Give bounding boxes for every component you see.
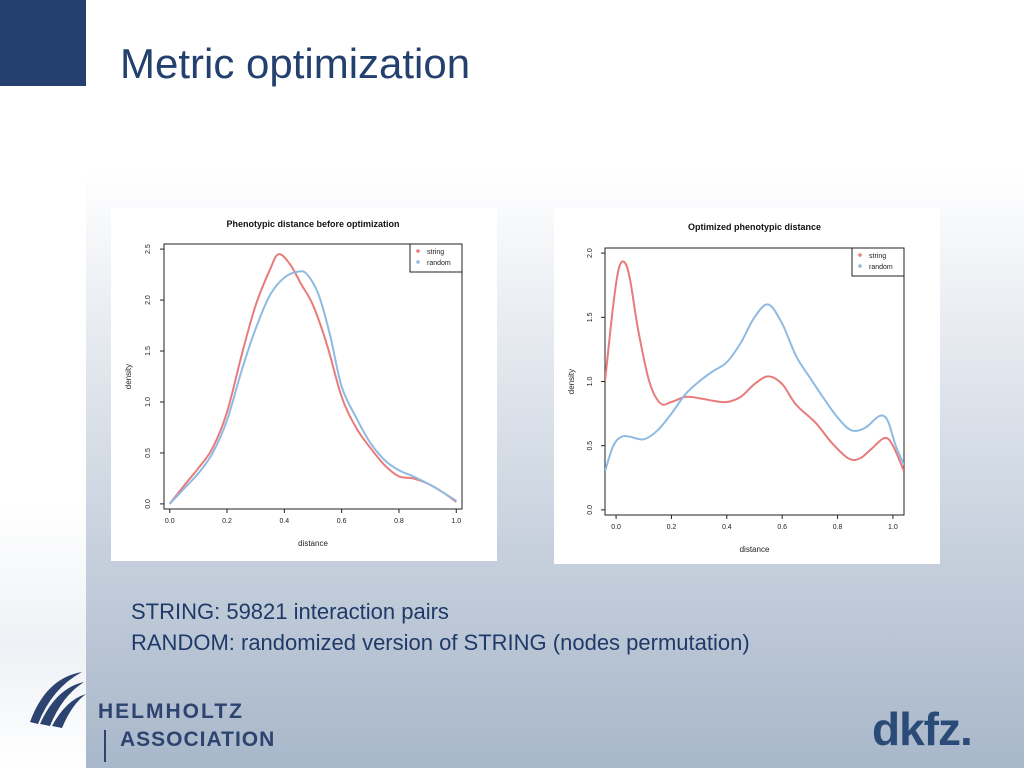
series-line-random [168,270,457,505]
series-line-random [605,303,904,472]
series-line-string [168,253,457,505]
series-line-string [605,260,904,472]
x-tick-label: 0.2 [667,524,677,531]
legend-label-random: random [869,264,893,271]
caption-line-random: RANDOM: randomized version of STRING (no… [131,630,750,655]
y-tick-label: 0.5 [145,448,152,458]
chart-legend: string random [409,243,463,273]
x-tick-label: 0.6 [777,524,787,531]
chart-optimized: Optimized phenotypic distance 0.0 0.2 0.4 0.… [567,222,905,554]
dkfz-logo: dkfz. [872,703,973,755]
y-axis-label: density [124,364,133,389]
legend-marker-random [858,264,862,268]
legend-marker-random [416,260,420,264]
legend-box [409,243,463,273]
legend-marker-string [858,253,862,257]
caption-line-string: STRING: 59821 interaction pairs [131,599,449,624]
y-tick-label: 2.5 [145,244,152,254]
chart-panel-optimized: Optimized phenotypic distance 0.0 0.2 0.4 0.… [554,208,940,564]
helmholtz-logo-icon [30,672,86,728]
x-tick-label: 0.2 [222,518,232,525]
x-tick-label: 0.6 [337,518,347,525]
y-tick-label: 0.0 [587,505,594,515]
legend-marker-string [416,249,420,253]
slide-title: Metric optimization [120,40,471,87]
y-tick-label: 1.0 [587,377,594,387]
helmholtz-divider [104,730,106,762]
x-tick-label: 0.8 [394,518,404,525]
x-axis-label: distance [298,539,328,548]
x-tick-label: 0.0 [611,524,621,531]
helmholtz-name: HELMHOLTZ [98,700,244,723]
x-tick-label: 1.0 [451,518,461,525]
y-tick-label: 1.0 [145,397,152,407]
y-axis-label: density [567,369,576,394]
legend-label-random: random [427,260,451,267]
chart-title: Optimized phenotypic distance [688,222,821,232]
y-tick-label: 1.5 [587,312,594,322]
corner-accent-block [0,0,86,86]
x-tick-label: 0.8 [833,524,843,531]
x-tick-label: 0.0 [165,518,175,525]
y-tick-label: 0.5 [587,441,594,451]
legend-label-string: string [869,253,886,260]
chart-before-optimization: Phenotypic distance before optimization 0… [124,219,463,548]
helmholtz-subtitle: ASSOCIATION [120,728,276,751]
legend-label-string: string [427,249,444,256]
x-tick-label: 0.4 [279,518,289,525]
x-axis-label: distance [740,545,770,554]
x-tick-label: 1.0 [888,524,898,531]
x-tick-label: 0.4 [722,524,732,531]
legend-box [851,247,905,277]
chart-panel-before: Phenotypic distance before optimization 0… [111,208,497,561]
plot-frame [163,243,463,510]
chart-legend: string random [851,247,905,277]
left-margin-strip [0,86,86,768]
y-tick-label: 2.0 [587,248,594,258]
slide-caption: STRING: 59821 interaction pairs RANDOM: … [131,596,750,658]
chart-title: Phenotypic distance before optimization [226,219,399,229]
y-tick-label: 2.0 [145,295,152,305]
y-tick-label: 1.5 [145,346,152,356]
y-tick-label: 0.0 [145,499,152,509]
